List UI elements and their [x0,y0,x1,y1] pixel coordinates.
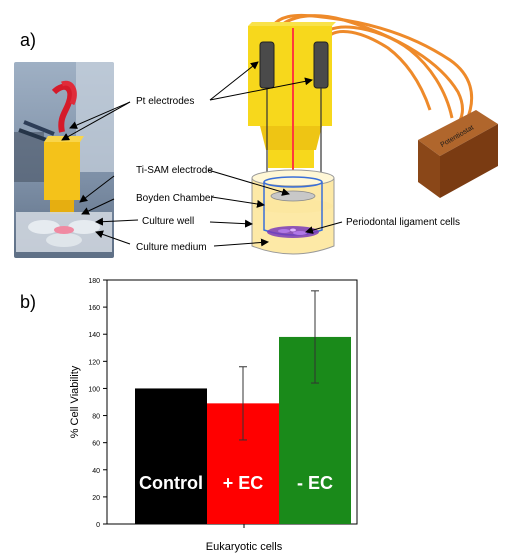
y-tick-label: 80 [92,414,100,421]
y-tick-label: 120 [88,359,100,366]
y-tick-label: 40 [92,468,100,475]
y-tick-label: 100 [88,386,100,393]
schematic-diagram: Potentiostat [61,13,498,255]
y-tick-label: 20 [92,495,100,502]
bar-label: + EC [223,473,264,493]
panel-b-label: b) [20,292,37,312]
pdl-cells-label: Periodontal ligament cells [346,217,460,228]
y-tick-label: 160 [88,305,100,312]
culture-well-label: Culture well [142,216,194,227]
pdl-cells-layer [267,226,319,238]
y-tick-label: 60 [92,441,100,448]
x-axis-label: Eukaryotic cells [206,541,283,553]
bar-label: - EC [297,473,333,493]
y-tick-label: 140 [88,332,100,339]
y-axis-label: % Cell Viability [69,365,81,438]
bar-0 [135,388,207,524]
culture-medium-label: Culture medium [136,242,207,253]
y-tick-label: 0 [96,522,100,529]
pt-electrodes-label: Pt electrodes [136,96,194,107]
potentiostat-box: Potentiostat [418,110,498,198]
bar-label: Control [139,473,203,493]
chart-axes: 0 20 40 60 80 100 120 140 160 180 [88,278,358,529]
boyden-chamber-label: Boyden Chamber [136,193,214,204]
ti-sam-electrode-label: Ti-SAM electrode [136,165,213,176]
chart-bars [135,290,351,524]
chart-labels: Control + EC - EC [139,473,333,493]
panel-a-label: a) [20,30,37,50]
y-tick-label: 180 [88,278,100,285]
viability-chart: 0 20 40 60 80 100 120 140 160 180 Control + EC - EC… [69,278,358,553]
